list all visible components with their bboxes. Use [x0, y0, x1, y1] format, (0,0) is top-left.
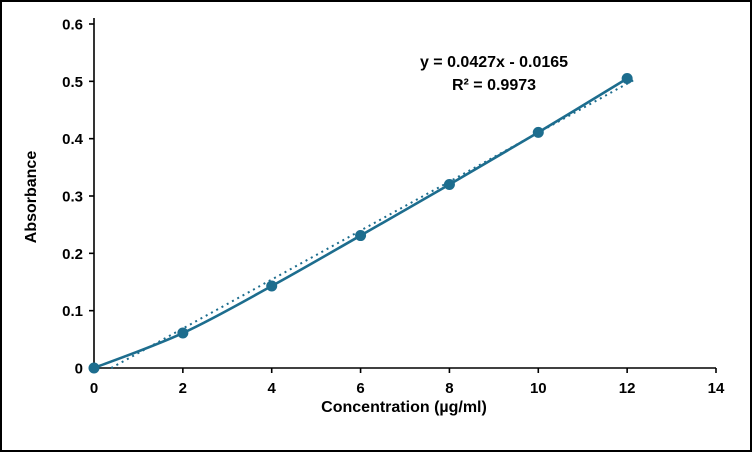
- svg-text:4: 4: [268, 380, 277, 397]
- x-axis-title: Concentration (µg/ml): [321, 399, 487, 416]
- svg-text:0.1: 0.1: [62, 303, 83, 320]
- svg-text:8: 8: [445, 380, 453, 397]
- svg-text:0.6: 0.6: [62, 17, 83, 34]
- svg-text:0.3: 0.3: [62, 189, 83, 206]
- svg-text:10: 10: [530, 380, 547, 397]
- svg-text:14: 14: [708, 380, 725, 397]
- svg-text:2: 2: [179, 380, 187, 397]
- trendline-equation: y = 0.0427x - 0.0165: [419, 53, 569, 71]
- svg-text:0.4: 0.4: [62, 131, 84, 148]
- svg-text:6: 6: [356, 380, 364, 397]
- svg-text:0: 0: [75, 361, 83, 378]
- trendline-r-squared: R² = 0.9973: [451, 77, 537, 94]
- y-axis-title: Absorbance: [23, 150, 40, 244]
- svg-text:12: 12: [619, 380, 636, 397]
- trendline-annotation: y = 0.0427x - 0.0165 R² = 0.9973: [420, 51, 568, 97]
- svg-text:0: 0: [90, 380, 98, 397]
- svg-text:0.5: 0.5: [62, 74, 83, 91]
- svg-text:0.2: 0.2: [62, 246, 83, 263]
